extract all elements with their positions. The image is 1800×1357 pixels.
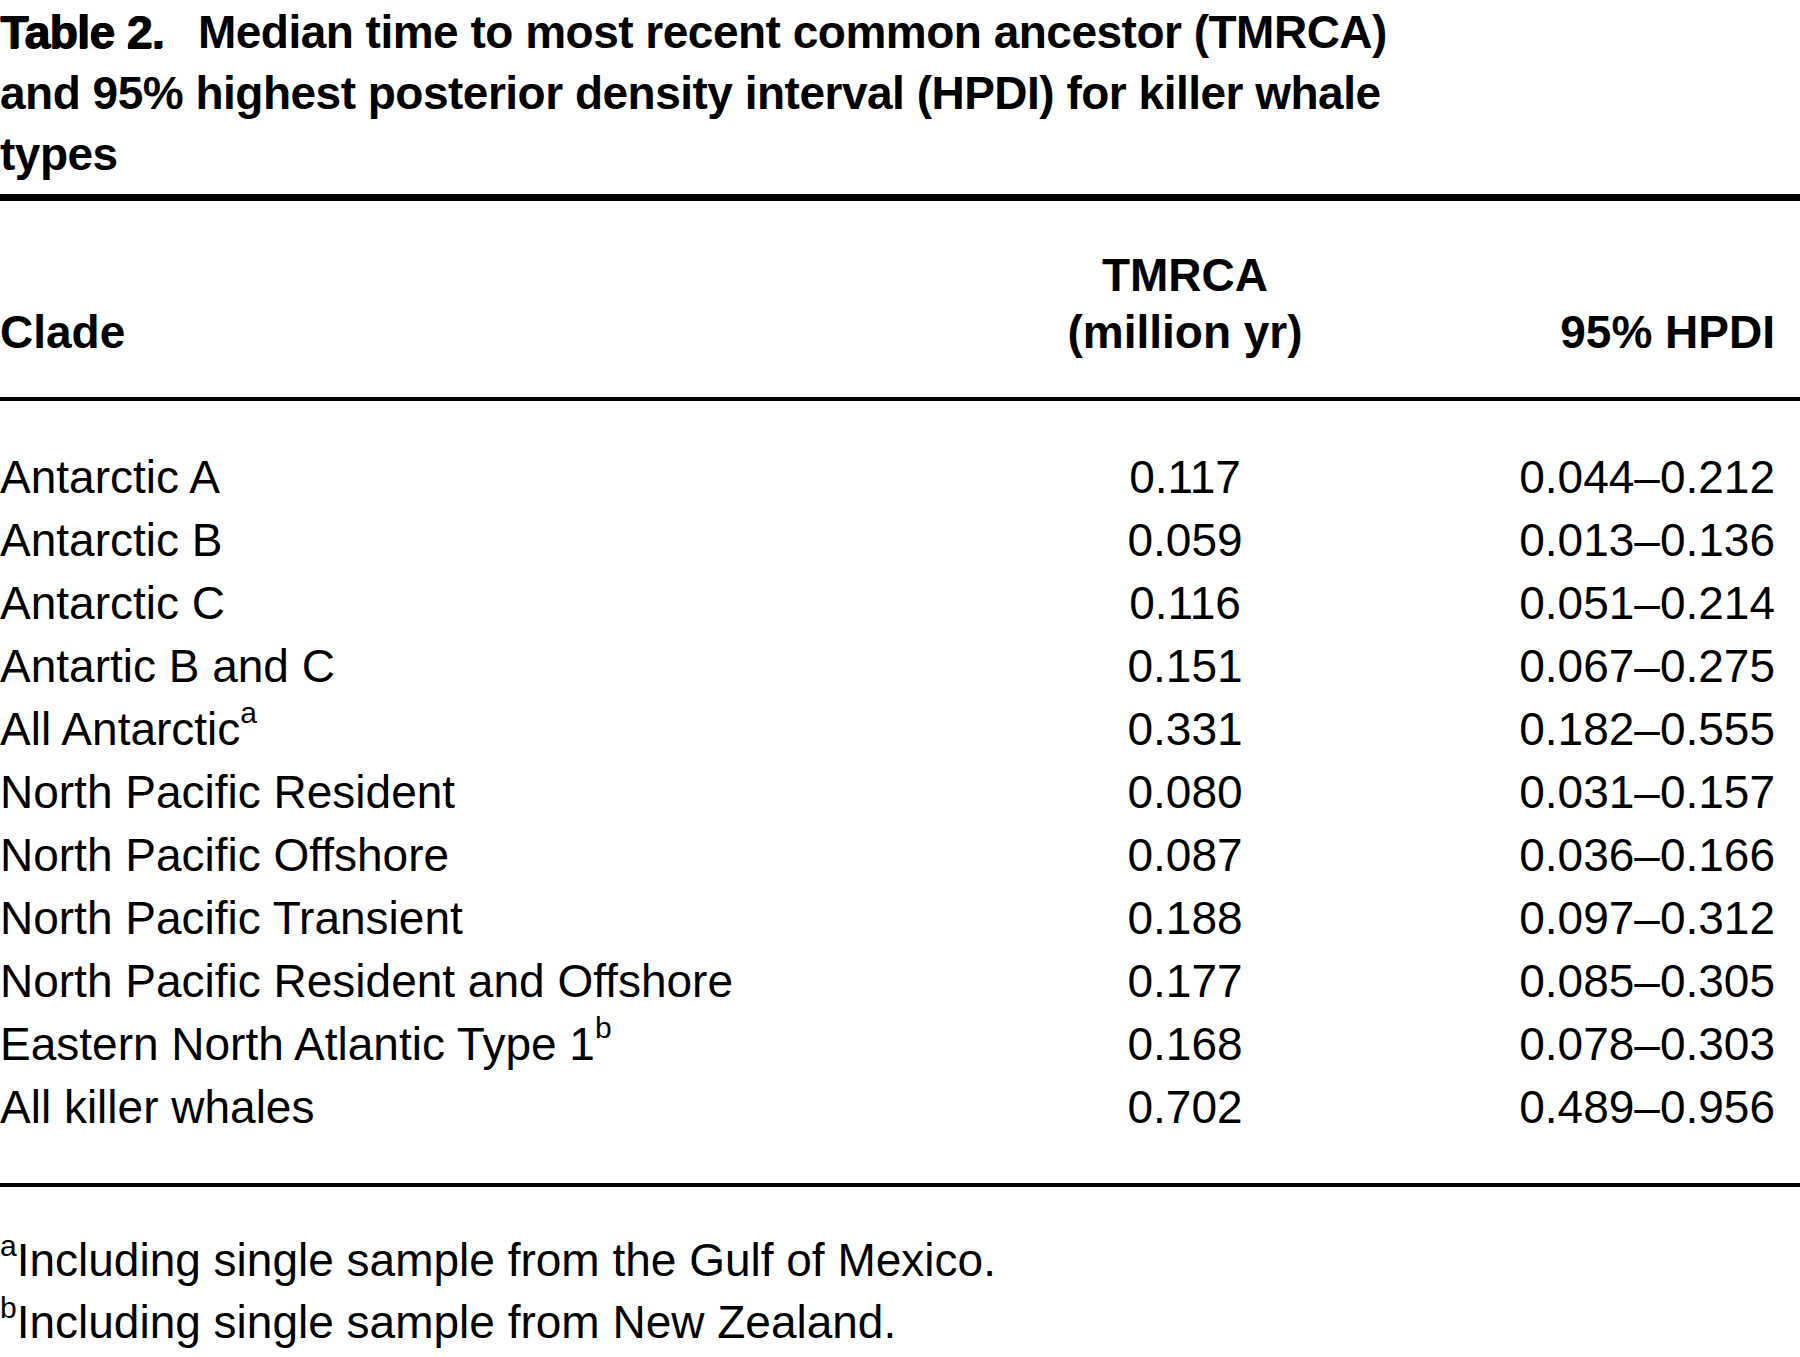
- footnote-a-marker: a: [0, 1229, 17, 1262]
- clade-cell: All killer whales: [0, 1076, 1020, 1139]
- clade-cell: Antartic B and C: [0, 635, 1020, 698]
- clade-cell: North Pacific Resident and Offshore: [0, 950, 1020, 1013]
- clade-cell: Antarctic B: [0, 509, 1020, 572]
- tmrca-cell: 0.188: [1020, 887, 1350, 950]
- tmrca-cell: 0.080: [1020, 761, 1350, 824]
- table-row: All killer whales 0.702 0.489–0.956: [0, 1076, 1800, 1139]
- hpdi-cell: 0.182–0.555: [1350, 698, 1800, 761]
- clade-cell: Eastern North Atlantic Type 1b: [0, 1013, 1020, 1076]
- table-row: Antarctic C 0.116 0.051–0.214: [0, 572, 1800, 635]
- clade-cell: North Pacific Offshore: [0, 824, 1020, 887]
- footnotes: aIncluding single sample from the Gulf o…: [0, 1187, 1800, 1353]
- tmrca-cell: 0.177: [1020, 950, 1350, 1013]
- table-caption: Table 2. Median time to most recent commo…: [0, 0, 1800, 194]
- hpdi-cell: 0.489–0.956: [1350, 1076, 1800, 1139]
- column-header-hpdi: 95% HPDI: [1350, 304, 1800, 361]
- table-row: Eastern North Atlantic Type 1b 0.168 0.0…: [0, 1013, 1800, 1076]
- clade-cell: Antarctic A: [0, 446, 1020, 509]
- clade-name: North Pacific Transient: [0, 892, 463, 944]
- caption-text-line3: types: [0, 124, 1800, 185]
- table-row: Antarctic A 0.117 0.044–0.212: [0, 446, 1800, 509]
- tmrca-cell: 0.116: [1020, 572, 1350, 635]
- footnote-b-text: Including single sample from New Zealand…: [17, 1296, 897, 1348]
- table-row: North Pacific Offshore 0.087 0.036–0.166: [0, 824, 1800, 887]
- footnote-a-text: Including single sample from the Gulf of…: [17, 1234, 996, 1286]
- clade-name: Antartic B and C: [0, 640, 335, 692]
- hpdi-cell: 0.036–0.166: [1350, 824, 1800, 887]
- table-row: Antarctic B 0.059 0.013–0.136: [0, 509, 1800, 572]
- clade-name: North Pacific Resident: [0, 766, 455, 818]
- clade-name: Antarctic C: [0, 577, 225, 629]
- caption-text-line2: and 95% highest posterior density interv…: [0, 63, 1800, 124]
- clade-footnote-marker: b: [595, 1011, 612, 1044]
- column-header-tmrca-line1: TMRCA: [1020, 247, 1350, 304]
- tmrca-cell: 0.087: [1020, 824, 1350, 887]
- table-body: Antarctic A 0.117 0.044–0.212 Antarctic …: [0, 401, 1800, 1183]
- tmrca-cell: 0.059: [1020, 509, 1350, 572]
- hpdi-cell: 0.031–0.157: [1350, 761, 1800, 824]
- hpdi-cell: 0.085–0.305: [1350, 950, 1800, 1013]
- clade-cell: North Pacific Transient: [0, 887, 1020, 950]
- tmrca-cell: 0.702: [1020, 1076, 1350, 1139]
- footnote-a: aIncluding single sample from the Gulf o…: [0, 1229, 1800, 1291]
- hpdi-cell: 0.067–0.275: [1350, 635, 1800, 698]
- clade-name: All killer whales: [0, 1081, 314, 1133]
- tmrca-cell: 0.151: [1020, 635, 1350, 698]
- caption-text-line1: Median time to most recent common ancest…: [198, 6, 1387, 58]
- clade-name: North Pacific Offshore: [0, 829, 449, 881]
- clade-name: Eastern North Atlantic Type 1: [0, 1018, 595, 1070]
- caption-line: Table 2. Median time to most recent commo…: [0, 2, 1800, 63]
- hpdi-cell: 0.051–0.214: [1350, 572, 1800, 635]
- clade-cell: All Antarctica: [0, 698, 1020, 761]
- table-row: North Pacific Transient 0.188 0.097–0.31…: [0, 887, 1800, 950]
- tmrca-cell: 0.168: [1020, 1013, 1350, 1076]
- clade-name: All Antarctic: [0, 703, 240, 755]
- clade-footnote-marker: a: [240, 696, 257, 729]
- footnote-b: bIncluding single sample from New Zealan…: [0, 1291, 1800, 1353]
- clade-cell: North Pacific Resident: [0, 761, 1020, 824]
- hpdi-cell: 0.097–0.312: [1350, 887, 1800, 950]
- column-header-tmrca: TMRCA (million yr): [1020, 247, 1350, 361]
- clade-name: North Pacific Resident and Offshore: [0, 955, 733, 1007]
- tmrca-cell: 0.117: [1020, 446, 1350, 509]
- column-header-tmrca-line2: (million yr): [1020, 304, 1350, 361]
- hpdi-cell: 0.078–0.303: [1350, 1013, 1800, 1076]
- column-header-clade: Clade: [0, 304, 1020, 361]
- table-row: All Antarctica 0.331 0.182–0.555: [0, 698, 1800, 761]
- hpdi-cell: 0.013–0.136: [1350, 509, 1800, 572]
- table-header-row: Clade TMRCA (million yr) 95% HPDI: [0, 201, 1800, 397]
- footnote-b-marker: b: [0, 1291, 17, 1324]
- clade-name: Antarctic A: [0, 451, 220, 503]
- table-figure: Table 2. Median time to most recent commo…: [0, 0, 1800, 1353]
- table-row: North Pacific Resident and Offshore 0.17…: [0, 950, 1800, 1013]
- table-row: North Pacific Resident 0.080 0.031–0.157: [0, 761, 1800, 824]
- tmrca-cell: 0.331: [1020, 698, 1350, 761]
- top-rule: [0, 194, 1800, 201]
- hpdi-cell: 0.044–0.212: [1350, 446, 1800, 509]
- table-row: Antartic B and C 0.151 0.067–0.275: [0, 635, 1800, 698]
- clade-cell: Antarctic C: [0, 572, 1020, 635]
- table-number-label: Table 2.: [0, 6, 164, 58]
- clade-name: Antarctic B: [0, 514, 222, 566]
